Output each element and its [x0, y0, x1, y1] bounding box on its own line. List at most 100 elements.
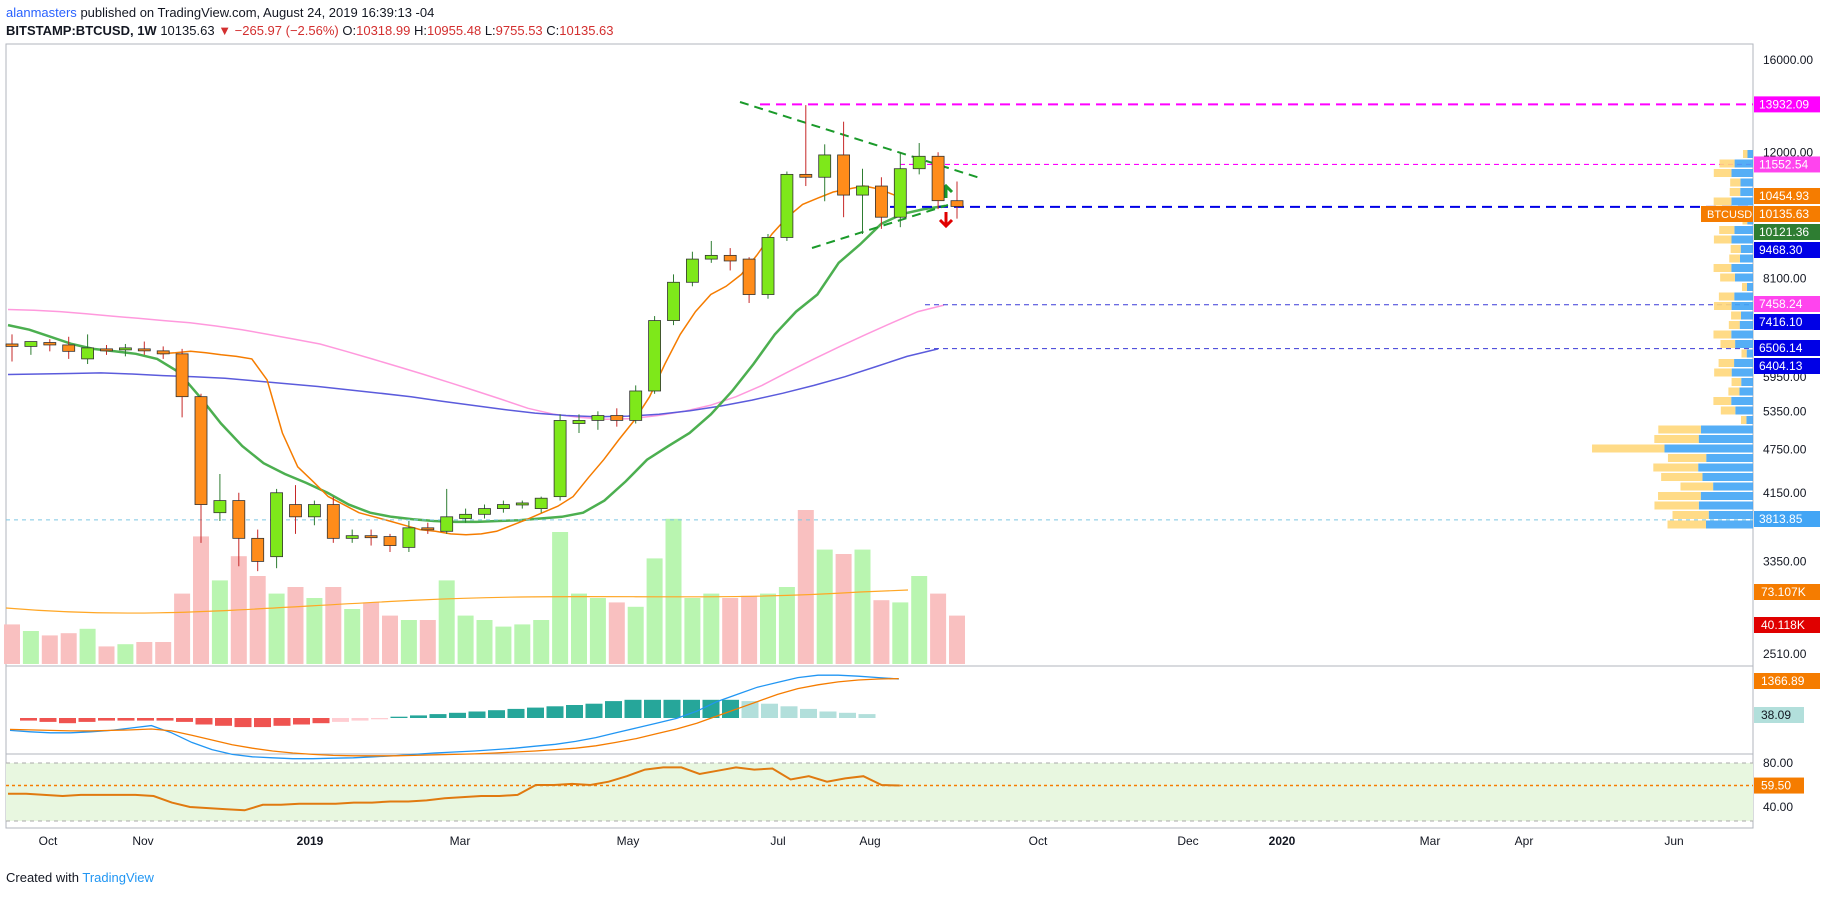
rsi-tick-label: 40.00 [1763, 800, 1793, 814]
volume-profile-bar [1746, 349, 1753, 358]
price-tick-label: 5350.00 [1763, 404, 1807, 418]
volume-bar [627, 606, 644, 664]
volume-bar [703, 593, 720, 664]
volume-profile-bar [1731, 302, 1753, 310]
chart-header: alanmasters published on TradingView.com… [6, 4, 614, 40]
volume-profile-bar [1705, 520, 1753, 529]
volume-bar [438, 580, 455, 664]
volume-bar [155, 642, 172, 664]
volume-profile-bar [1734, 292, 1753, 301]
macd-histogram-bar [468, 711, 486, 718]
macd-histogram-bar [254, 718, 271, 728]
time-tick-label: Dec [1177, 834, 1198, 848]
volume-profile-bar [1734, 226, 1753, 234]
volume-bar [98, 646, 115, 664]
macd-histogram-bar [371, 718, 388, 720]
time-tick-label: Mar [450, 834, 471, 848]
price-level-tag [1754, 511, 1820, 527]
volume-profile-bar [1713, 397, 1732, 405]
volume-bar [665, 518, 682, 664]
candle-body [364, 535, 378, 539]
ma-pink-line [7, 304, 945, 420]
macd-histogram-bar [663, 699, 681, 718]
macd-histogram-bar [858, 714, 876, 718]
published-text: published on TradingView.com, August 24,… [80, 5, 435, 20]
author-link[interactable]: alanmasters [6, 5, 77, 20]
candle-body [572, 420, 586, 424]
tradingview-brand[interactable]: TradingView [82, 870, 154, 885]
high-label: H: [413, 23, 427, 38]
volume-profile-bar [1718, 292, 1735, 301]
candle-body [742, 258, 756, 295]
volume-profile-bar [1735, 406, 1753, 415]
macd-histogram-bar [137, 718, 154, 721]
volume-bar [533, 620, 550, 664]
volume-profile-bar [1740, 245, 1753, 253]
time-tick-label: Mar [1420, 834, 1441, 848]
volume-profile-bar [1739, 254, 1753, 263]
macd-histogram-bar [780, 706, 798, 718]
macd-histogram-bar [605, 701, 622, 718]
symbol-label: BITSTAMP:BTCUSD, 1W [6, 23, 157, 38]
volume-profile-bar [1719, 159, 1735, 168]
rsi-background-band [6, 763, 1753, 821]
candle-body [421, 527, 435, 531]
time-tick-label: May [617, 834, 640, 848]
macd-histogram-bar [839, 712, 856, 718]
volume-bar [589, 598, 606, 664]
macd-hist-tag [1754, 707, 1804, 723]
volume-profile-bar [1654, 501, 1699, 510]
volume-bar [306, 598, 323, 664]
ohlc-legend: BITSTAMP:BTCUSD, 1W 10135.63 ▼ −265.97 (… [6, 22, 614, 40]
volume-bar [249, 576, 266, 664]
volume-level-tag [1754, 584, 1820, 600]
candle-body [478, 508, 491, 515]
ema-green-line [7, 204, 946, 524]
macd-histogram-bar [351, 718, 369, 721]
macd-histogram-bar [332, 718, 349, 722]
macd-histogram-bar [293, 718, 310, 725]
volume-bar [816, 549, 833, 664]
volume-bar [797, 510, 814, 664]
volume-profile-bar [1708, 511, 1753, 519]
candle-body [610, 415, 624, 421]
candle-body [931, 155, 945, 202]
volume-profile-bar [1718, 359, 1735, 367]
candle-body [629, 390, 643, 421]
open-label: O: [342, 23, 357, 38]
candle-body [194, 396, 208, 505]
volume-profile-bar [1747, 150, 1753, 158]
volume-profile-bar [1739, 321, 1753, 329]
candle-body [251, 537, 265, 562]
volume-profile-bar [1698, 463, 1753, 472]
volume-profile-bar [1700, 492, 1753, 500]
macd-histogram-bar [566, 705, 583, 718]
macd-histogram-bar [761, 703, 778, 718]
candle-body [686, 258, 699, 283]
volume-profile-bar [1720, 340, 1736, 348]
macd-histogram-bar [585, 703, 603, 718]
macd-histogram-bar [624, 699, 642, 718]
macd-line [9, 674, 899, 760]
volume-bar [457, 615, 474, 664]
low-label: L: [484, 23, 496, 38]
candle-body [799, 173, 813, 178]
candle-body [440, 516, 454, 532]
candle-body [856, 185, 869, 196]
volume-profile-bar [1672, 511, 1709, 519]
candle-body [780, 173, 794, 238]
volume-profile-bar [1731, 235, 1753, 244]
volume-profile-bar [1731, 397, 1753, 405]
candle-body [5, 343, 19, 347]
chart-canvas[interactable]: 16000.0012000.008100.005950.005350.00475… [0, 0, 1828, 868]
candle-body [326, 504, 340, 539]
volume-profile-bar [1731, 330, 1753, 339]
macd-histogram-bar [546, 706, 564, 718]
price-level-tag-label: 10454.93 [1759, 189, 1809, 203]
volume-profile-bar [1743, 150, 1748, 158]
volume-profile-bar [1664, 444, 1753, 453]
price-level-tag-label: 10135.63 [1759, 207, 1809, 221]
volume-bar [571, 593, 587, 664]
time-tick-label: Nov [132, 834, 153, 848]
volume-profile-bar [1658, 492, 1701, 500]
